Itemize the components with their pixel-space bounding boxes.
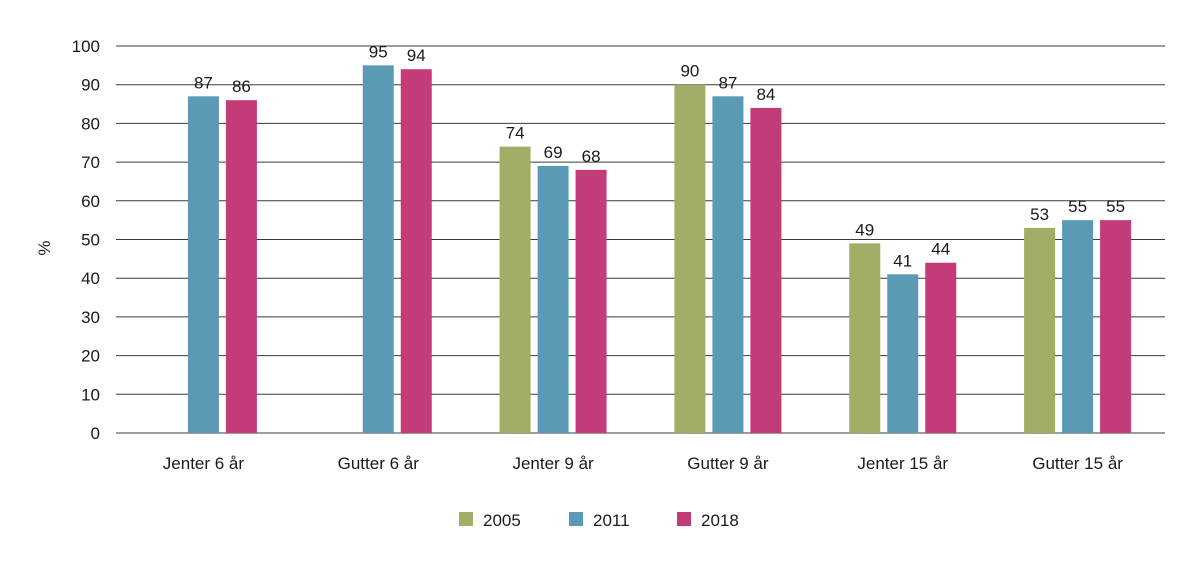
bar-2018 xyxy=(925,262,957,433)
bar-2011 xyxy=(887,274,919,433)
bar-2011 xyxy=(362,65,394,433)
bar-2018 xyxy=(575,169,607,433)
data-label: 68 xyxy=(582,147,601,166)
legend-swatch xyxy=(569,512,583,526)
y-tick-label: 60 xyxy=(81,192,100,211)
bar-2018 xyxy=(750,107,782,434)
bar-2018 xyxy=(400,69,432,433)
legend-label: 2018 xyxy=(701,511,739,530)
data-label: 41 xyxy=(893,251,912,270)
legend: 2005 2011 2018 xyxy=(459,511,739,530)
bar-2011 xyxy=(537,165,569,433)
bars: 87 86 95 94 74 69 68 90 87 84 49 41 44 53 55 55 xyxy=(187,42,1132,434)
data-label: 74 xyxy=(506,124,525,143)
legend-swatch xyxy=(677,512,691,526)
bar-2018 xyxy=(225,100,257,434)
data-label: 53 xyxy=(1030,205,1049,224)
y-tick-label: 40 xyxy=(81,269,100,288)
bar-2005 xyxy=(499,146,531,433)
data-label: 87 xyxy=(194,73,213,92)
legend-item-2005: 2005 xyxy=(459,511,521,530)
x-category-label: Gutter 6 år xyxy=(338,454,420,473)
x-category-label: Jenter 15 år xyxy=(857,454,948,473)
x-category-label: Jenter 9 år xyxy=(512,454,594,473)
data-label: 95 xyxy=(369,42,388,61)
y-axis-ticks: 0 10 20 30 40 50 60 70 80 90 100 xyxy=(72,37,100,443)
bar-2005 xyxy=(674,84,706,433)
bar-2005 xyxy=(849,243,881,433)
data-label: 86 xyxy=(232,77,251,96)
x-axis-categories: Jenter 6 år Gutter 6 år Jenter 9 år Gutter … xyxy=(163,454,1123,473)
legend-item-2011: 2011 xyxy=(569,511,630,530)
y-tick-label: 50 xyxy=(81,231,100,250)
bar-2011 xyxy=(187,96,219,433)
data-label: 44 xyxy=(931,240,950,259)
x-category-label: Gutter 15 år xyxy=(1032,454,1123,473)
legend-label: 2011 xyxy=(593,511,630,530)
y-tick-label: 80 xyxy=(81,114,100,133)
y-tick-label: 30 xyxy=(81,308,100,327)
y-tick-label: 100 xyxy=(72,37,100,56)
data-label: 69 xyxy=(544,143,563,162)
data-label: 90 xyxy=(680,62,699,81)
x-category-label: Gutter 9 år xyxy=(687,454,769,473)
y-tick-label: 20 xyxy=(81,347,100,366)
bar-2011 xyxy=(1062,220,1094,433)
data-label: 94 xyxy=(407,46,426,65)
x-category-label: Jenter 6 år xyxy=(163,454,245,473)
bar-2018 xyxy=(1100,220,1132,433)
y-tick-label: 70 xyxy=(81,153,100,172)
data-label: 87 xyxy=(718,73,737,92)
legend-swatch xyxy=(459,512,473,526)
gridlines xyxy=(116,45,1165,434)
bar-2005 xyxy=(1024,227,1056,433)
legend-label: 2005 xyxy=(483,511,521,530)
y-tick-label: 90 xyxy=(81,76,100,95)
data-label: 49 xyxy=(855,220,874,239)
y-tick-label: 0 xyxy=(91,424,100,443)
data-label: 55 xyxy=(1106,197,1125,216)
y-axis-label: % xyxy=(35,240,54,255)
data-label: 84 xyxy=(756,85,775,104)
bar-2011 xyxy=(712,96,744,433)
data-label: 55 xyxy=(1068,197,1087,216)
legend-item-2018: 2018 xyxy=(677,511,739,530)
y-tick-label: 10 xyxy=(81,385,100,404)
